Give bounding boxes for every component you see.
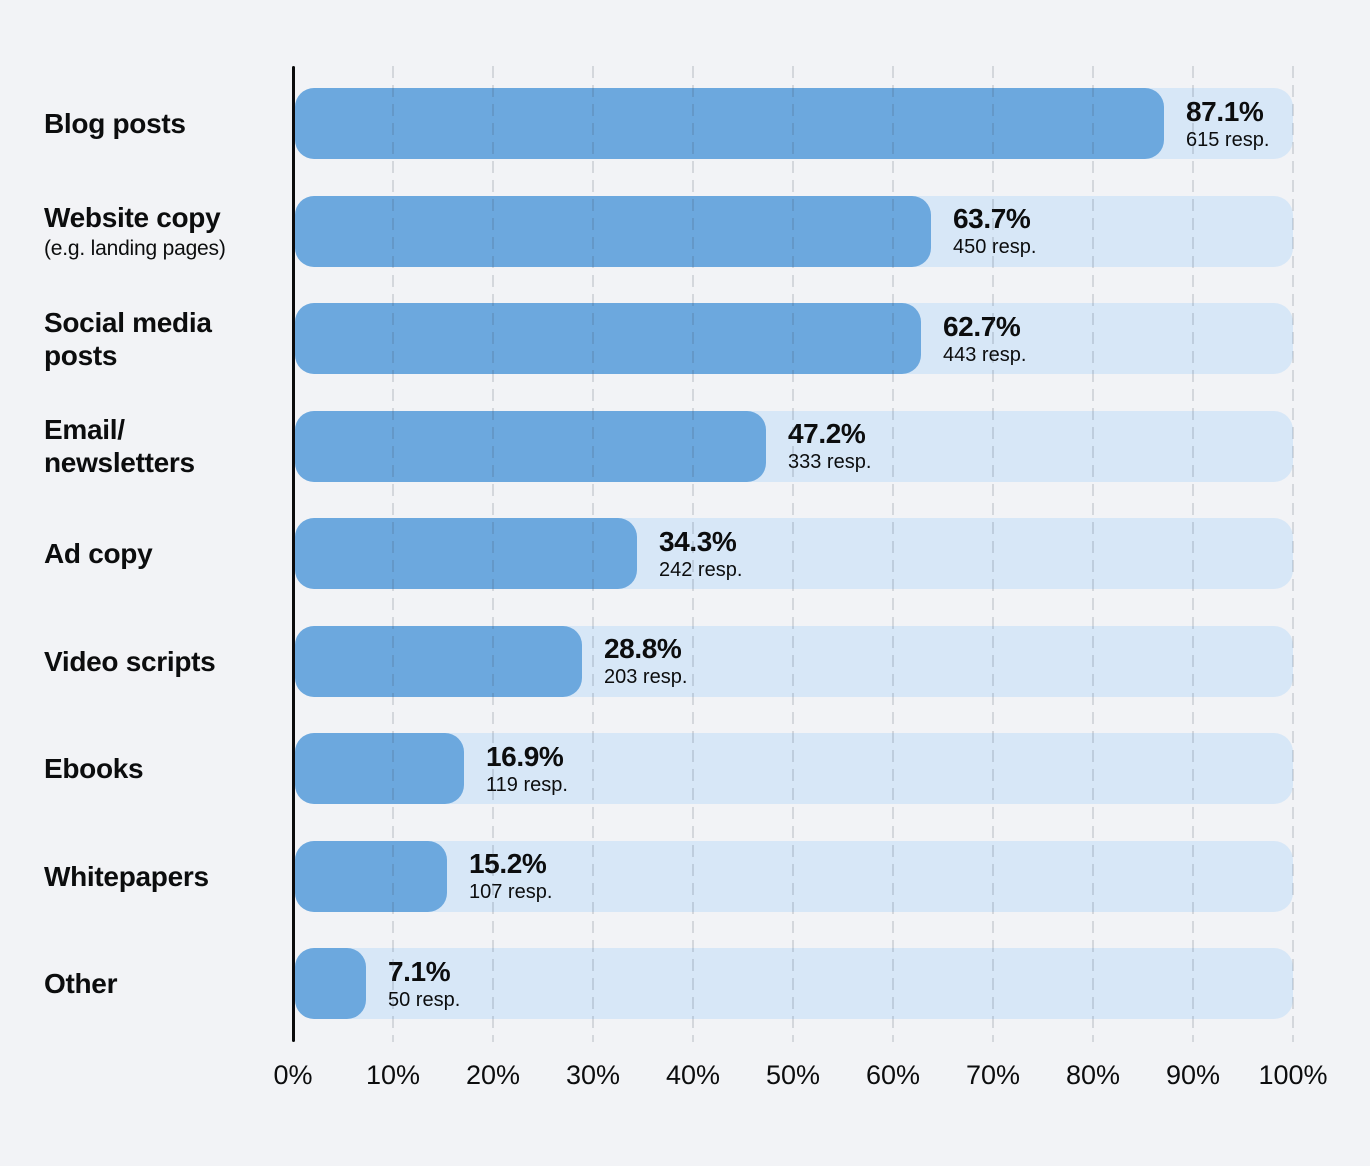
bar-track: 63.7%450 resp.	[295, 195, 1293, 267]
responses-value: 615 resp.	[1186, 128, 1270, 151]
x-tick-label: 60%	[865, 1060, 921, 1090]
gridline-3	[592, 66, 594, 1042]
x-tick-label: 70%	[965, 1060, 1021, 1090]
bar-value-label: 34.3% 242 resp.	[659, 518, 742, 589]
category-label-line: Ebooks	[44, 753, 144, 784]
gridline-5	[792, 66, 794, 1042]
category-label-line: Social media	[44, 306, 212, 338]
responses-value: 333 resp.	[788, 451, 872, 473]
category-label-line: Whitepapers	[44, 860, 209, 892]
x-tick-label: 100%	[1258, 1060, 1328, 1090]
x-tick-label: 0%	[273, 1060, 313, 1090]
category-label-line: newsletters	[44, 447, 195, 478]
percent-value: 62.7%	[943, 310, 1021, 342]
category-label-line: Video scripts	[44, 645, 216, 677]
bar-value-label: 28.8% 203 resp.	[604, 626, 687, 697]
x-tick-label: 20%	[465, 1060, 521, 1090]
percent-value: 47.2%	[788, 418, 866, 449]
bar-track: 62.7% 443 resp.	[295, 303, 1293, 374]
bar-value-label: 63.7%450 resp.	[953, 196, 1036, 267]
percent-value: 15.2%	[469, 848, 547, 879]
bar	[295, 303, 921, 374]
category-sublabel: (e.g. landing pages)	[44, 236, 226, 260]
x-tick-label: 40%	[665, 1060, 721, 1090]
category-label: Blog posts	[44, 88, 292, 159]
gridline-6	[892, 66, 894, 1042]
gridline-2	[492, 66, 494, 1042]
bar-track: 34.3% 242 resp.	[295, 518, 1293, 589]
bar-value-label: 62.7% 443 resp.	[943, 303, 1026, 374]
bar-track: 28.8% 203 resp.	[295, 625, 1293, 697]
responses-value: 203 resp.	[604, 666, 688, 688]
bar-track: 47.2% 333 resp.	[295, 410, 1293, 482]
x-tick-label: 80%	[1065, 1060, 1121, 1090]
gridline-10	[1292, 66, 1294, 1042]
category-label: Ad copy	[44, 518, 292, 589]
responses-value: 450 resp.	[953, 236, 1037, 258]
gridline-1	[392, 66, 394, 1042]
plot-area: 87.1%615 resp. 63.7%450 resp. 62.7%443 res…	[292, 66, 1294, 1042]
bar-value-label: 87.1% 615 resp.	[1186, 88, 1269, 159]
bar	[295, 948, 366, 1019]
responses-value: 443 resp.	[943, 343, 1027, 366]
percent-value: 63.7%	[953, 203, 1036, 234]
responses-value: 242 resp.	[659, 558, 743, 581]
bar-track: 15.2% 107 resp.	[295, 840, 1293, 912]
bar	[295, 840, 447, 912]
bar	[295, 625, 582, 697]
y-axis-line	[292, 66, 295, 1042]
gridline-7	[992, 66, 994, 1042]
category-label: Email/newsletters	[44, 411, 292, 482]
percent-value: 34.3%	[659, 525, 737, 557]
bar	[295, 88, 1164, 159]
category-label: Ebooks	[44, 733, 292, 804]
x-tick-label: 90%	[1165, 1060, 1221, 1090]
x-tick-label: 30%	[565, 1060, 621, 1090]
percent-value: 16.9%	[486, 740, 564, 772]
responses-value: 107 resp.	[469, 881, 553, 903]
percent-value: 7.1%	[388, 955, 451, 987]
responses-value: 50 resp.	[388, 988, 461, 1011]
category-label: Other	[44, 948, 292, 1019]
percent-value: 28.8%	[604, 633, 682, 664]
category-label-line: Blog posts	[44, 108, 186, 139]
category-label-line: Email/	[44, 414, 125, 445]
bar-value-label: 15.2% 107 resp.	[469, 841, 552, 912]
x-tick-label: 50%	[765, 1060, 821, 1090]
bar	[295, 195, 931, 267]
bar-track: 7.1% 50 resp.	[295, 948, 1293, 1019]
bar	[295, 518, 637, 589]
responses-value: 119 resp.	[486, 773, 568, 796]
bar-value-label: 47.2% 333 resp.	[788, 411, 871, 482]
percent-value: 87.1%	[1186, 95, 1264, 127]
category-label: Website copy (e.g. landing pages)	[44, 196, 292, 267]
bar-value-label: 7.1% 50 resp.	[388, 948, 460, 1019]
category-label: Video scripts	[44, 626, 292, 697]
category-label: Whitepapers	[44, 841, 292, 912]
gridline-4	[692, 66, 694, 1042]
category-label-line: posts	[44, 339, 118, 371]
gridline-8	[1092, 66, 1094, 1042]
bar-track: 16.9% 119 resp.	[295, 733, 1293, 804]
bar-track: 87.1% 615 resp.	[295, 88, 1293, 159]
x-tick-label: 10%	[365, 1060, 421, 1090]
category-label: Social media posts	[44, 303, 292, 374]
bar	[295, 410, 766, 482]
bar-value-label: 16.9% 119 resp.	[486, 733, 568, 804]
gridline-9	[1192, 66, 1194, 1042]
category-label-line: Other	[44, 968, 118, 999]
category-label-line: Website copy	[44, 201, 221, 233]
bar	[295, 733, 464, 804]
category-label-line: Ad copy	[44, 538, 153, 569]
